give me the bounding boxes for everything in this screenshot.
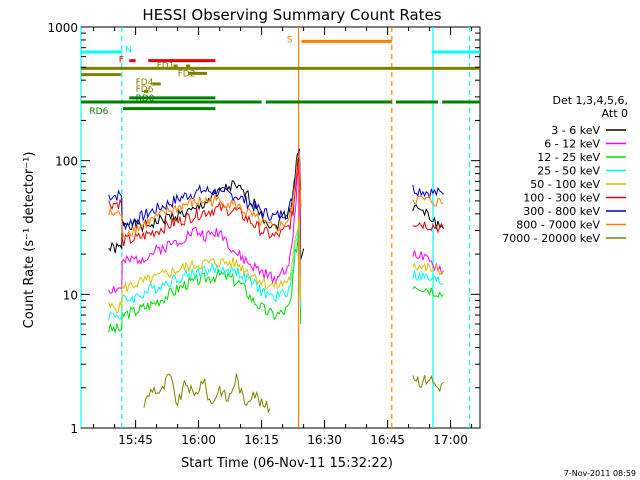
y-axis-label: Count Rate (s⁻¹ detector⁻¹) [22, 152, 37, 329]
state-bar-label: N [125, 46, 132, 56]
state-bar-label: FD4 [136, 78, 154, 88]
legend-entry-label: 7000 - 20000 keV [502, 232, 600, 245]
series-line [108, 149, 305, 260]
series-line [108, 218, 302, 315]
axes: 15:45 16:00 16:15 16:30 16:45 17:00 1000 100 10 1 [47, 21, 480, 447]
y-tick-label: 100 [55, 155, 78, 169]
x-tick-label: 16:15 [244, 433, 279, 447]
series-line [412, 270, 444, 286]
series-line [412, 262, 444, 276]
series-line [412, 204, 444, 230]
series-line [108, 223, 302, 321]
legend-entry-label: 12 - 25 keV [537, 151, 600, 164]
x-tick-label: 16:00 [181, 433, 216, 447]
x-tick-label: 15:45 [118, 433, 153, 447]
series-line [108, 153, 302, 246]
legend-entry-label: 6 - 12 keV [544, 138, 600, 151]
series-line [108, 165, 302, 294]
series-line [412, 195, 444, 207]
state-bar-label: RD6 [89, 107, 108, 117]
series-line [108, 148, 302, 231]
legend-entry-label: 800 - 7000 keV [516, 219, 600, 232]
legend-entry-label: 3 - 6 keV [551, 124, 600, 137]
state-bar-label: F [119, 56, 124, 66]
state-bar-label: FD6 [136, 85, 154, 95]
y-tick-label: 1 [70, 422, 78, 436]
state-bar-label: RD0 [136, 94, 155, 104]
series-line [108, 151, 302, 238]
state-bar-label: FD2 [178, 70, 196, 80]
series-line [412, 184, 444, 199]
footer-timestamp: 7-Nov-2011 08:59 [564, 469, 636, 478]
series-line [412, 285, 444, 299]
state-bar-label: S [287, 36, 293, 46]
x-axis-label: Start Time (06-Nov-11 15:32:22) [181, 456, 393, 471]
x-tick-label: 16:45 [370, 433, 405, 447]
plot-area [80, 26, 481, 429]
y-tick-label: 1000 [47, 21, 78, 35]
legend-entry-label: 25 - 50 keV [537, 165, 600, 178]
series-layer [108, 148, 444, 414]
y-tick-label: 10 [63, 288, 78, 302]
legend-entry-label: 300 - 800 keV [523, 205, 600, 218]
series-line [412, 250, 444, 276]
series-line [108, 232, 302, 334]
legend-header: Att 0 [602, 107, 628, 120]
legend-entry-label: 50 - 100 keV [530, 178, 600, 191]
series-line [143, 373, 271, 414]
x-tick-label: 17:00 [433, 433, 468, 447]
legend-entry-label: 100 - 300 keV [523, 192, 600, 205]
series-line [412, 374, 444, 393]
legend-header: Det 1,3,4,5,6, [552, 94, 628, 107]
series-line [412, 221, 444, 234]
chart-title: HESSI Observing Summary Count Rates [142, 6, 441, 24]
state-bar-label: FD1 [157, 61, 175, 71]
x-tick-label: 16:30 [307, 433, 342, 447]
